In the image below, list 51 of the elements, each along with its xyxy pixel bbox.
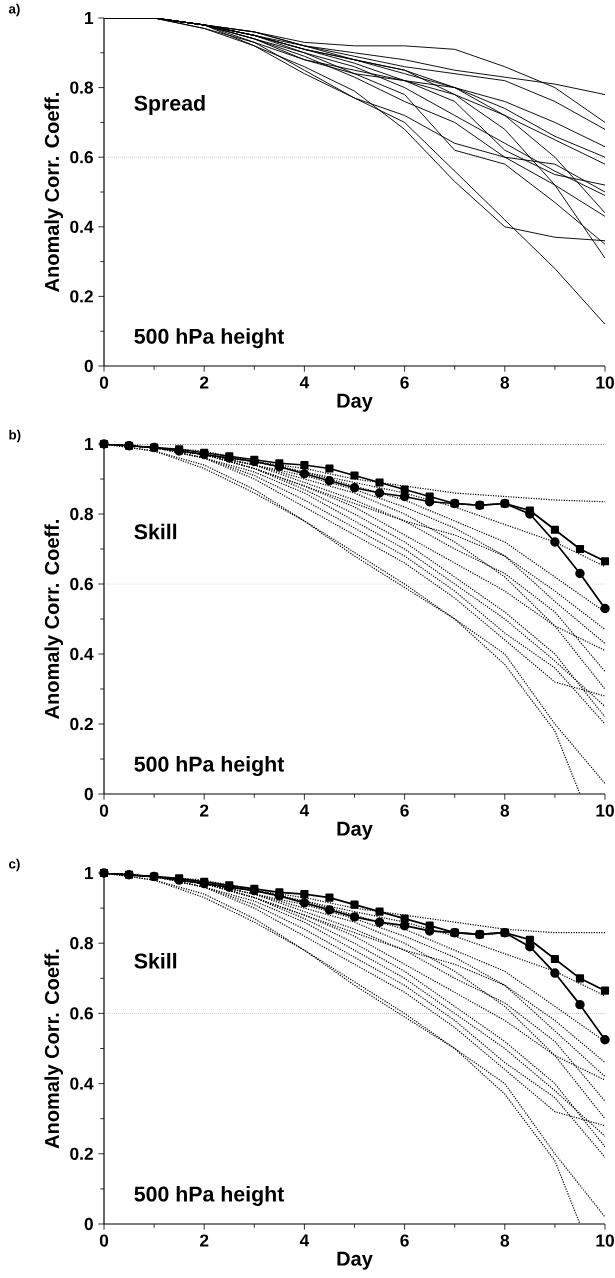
y-tick-label: 0.6 (70, 151, 93, 164)
y-axis-title: Anomaly Corr. Coeff. (44, 520, 63, 719)
x-tick-label: 6 (400, 804, 409, 817)
x-tick-label: 4 (299, 804, 310, 817)
x-tick-label: 4 (299, 1234, 310, 1247)
x-tick-label: 4 (299, 376, 310, 389)
annotation: Spread (134, 95, 205, 115)
y-axis-title: Anomaly Corr. Coeff. (44, 93, 63, 292)
y-tick-label: 0.4 (70, 647, 94, 661)
chart-title: c) (9, 858, 20, 872)
x-tick-label: 2 (199, 804, 209, 817)
y-tick-label: 0.6 (70, 577, 93, 591)
y-tick-label: 1 (85, 867, 94, 879)
y-tick-label: 0.8 (70, 937, 94, 950)
annotation: 500 hPa height (134, 328, 285, 349)
y-tick-label: 1 (85, 438, 94, 450)
y-tick-label: 0.6 (70, 1007, 93, 1020)
x-tick-label: 8 (500, 804, 510, 817)
y-tick-label: 0.2 (70, 1147, 93, 1160)
x-tick-label: 2 (199, 1234, 209, 1247)
annotation: Skill (134, 523, 177, 540)
chart-title: a) (8, 3, 20, 17)
annotation: 500 hPa height (134, 756, 285, 776)
annotation: Skill (134, 952, 177, 969)
x-tick-label: 0 (99, 1234, 109, 1247)
y-tick-label: 0 (84, 787, 93, 801)
x-tick-label: 10 (596, 1234, 614, 1247)
x-tick-label: 10 (596, 804, 614, 817)
y-tick-label: 0.8 (70, 81, 94, 94)
y-tick-label: 0.2 (70, 290, 93, 303)
y-axis-title: Anomaly Corr. Coeff. (44, 949, 63, 1149)
y-tick-label: 0.2 (70, 717, 93, 731)
x-tick-label: 8 (500, 1234, 510, 1247)
x-tick-label: 0 (99, 804, 109, 817)
y-tick-label: 0 (84, 359, 93, 373)
chart-title: b) (9, 429, 21, 443)
x-tick-label: 6 (400, 1234, 409, 1247)
y-tick-label: 0.8 (70, 507, 94, 521)
x-axis-title: Day (337, 1251, 373, 1270)
y-tick-label: 0.4 (70, 1077, 94, 1090)
x-axis-title: Day (337, 821, 373, 840)
x-tick-label: 8 (500, 376, 510, 389)
x-tick-label: 2 (199, 376, 209, 389)
y-tick-label: 0 (84, 1217, 93, 1231)
annotation: 500 hPa height (134, 1185, 285, 1206)
x-tick-label: 10 (596, 376, 614, 389)
x-axis-title: Day (337, 393, 373, 412)
y-tick-label: 0.4 (70, 220, 94, 233)
x-tick-label: 0 (99, 376, 109, 389)
y-tick-label: 1 (85, 12, 94, 24)
x-tick-label: 6 (400, 376, 409, 389)
